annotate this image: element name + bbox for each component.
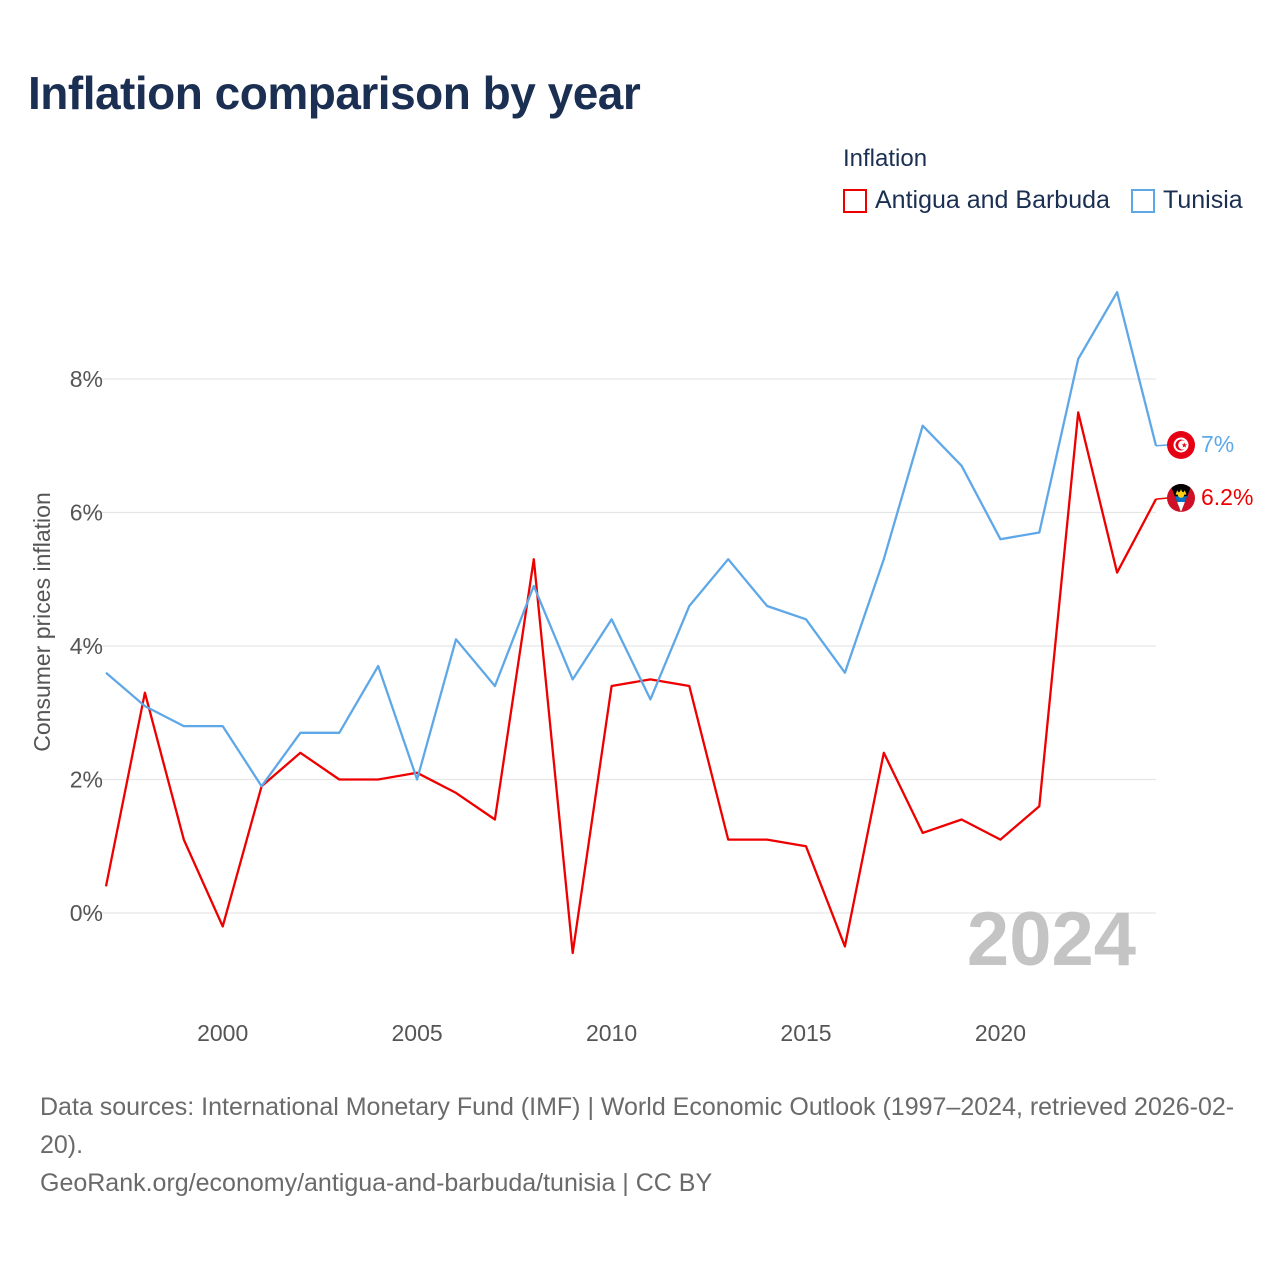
legend-title: Inflation	[843, 145, 928, 172]
end-connector-tunisia	[1155, 444, 1169, 447]
antigua-and-barbuda-flag-icon	[1167, 484, 1195, 512]
tunisia-flag-icon	[1167, 431, 1195, 459]
y-tick-label: 0%	[70, 900, 103, 926]
x-tick-label: 2000	[197, 1020, 248, 1046]
grid-lines	[80, 378, 1156, 914]
year-watermark: 2024	[967, 897, 1136, 982]
x-tick-label: 2020	[975, 1020, 1026, 1046]
line-chart: 0% 2% 4% 6% 8% 2000 2005 2010 2015 2020 Consumer…	[29, 291, 1253, 1046]
series-line-tunisia[interactable]	[105, 291, 1158, 788]
y-tick-label: 4%	[70, 633, 103, 659]
legend-item-antigua-and-barbuda[interactable]: Antigua and Barbuda	[843, 186, 1110, 215]
footer: Data sources: International Monetary Fun…	[40, 1088, 1250, 1202]
x-axis-ticks: 2000 2005 2010 2015 2020	[197, 1020, 1026, 1046]
source-link[interactable]: GeoRank.org/economy/antigua-and-barbuda/…	[40, 1169, 713, 1197]
y-axis-ticks: 0% 2% 4% 6% 8%	[70, 366, 103, 926]
legend-item-tunisia[interactable]: Tunisia	[1131, 186, 1243, 215]
data-sources: Data sources: International Monetary Fun…	[40, 1093, 1235, 1159]
series-line-antigua-and-barbuda[interactable]	[104, 411, 1158, 955]
end-label-tunisia: 7%	[1201, 431, 1234, 457]
x-tick-label: 2010	[586, 1020, 637, 1046]
y-axis-title: Consumer prices inflation	[29, 492, 55, 752]
y-tick-label: 8%	[70, 366, 103, 392]
series-lines	[104, 291, 1169, 955]
legend-label-tunisia: Tunisia	[1163, 186, 1243, 214]
chart-title: Inflation comparison by year	[28, 67, 641, 119]
legend-swatch-antigua-and-barbuda	[843, 188, 867, 213]
legend-label-antigua-and-barbuda: Antigua and Barbuda	[875, 186, 1110, 214]
legend-swatch-tunisia	[1131, 188, 1155, 213]
x-tick-label: 2015	[780, 1020, 831, 1046]
x-tick-label: 2005	[392, 1020, 443, 1046]
y-tick-label: 2%	[70, 767, 103, 793]
y-tick-label: 6%	[70, 500, 103, 526]
end-label-antigua-and-barbuda: 6.2%	[1201, 484, 1253, 510]
end-connector-antigua-and-barbuda	[1155, 497, 1169, 500]
